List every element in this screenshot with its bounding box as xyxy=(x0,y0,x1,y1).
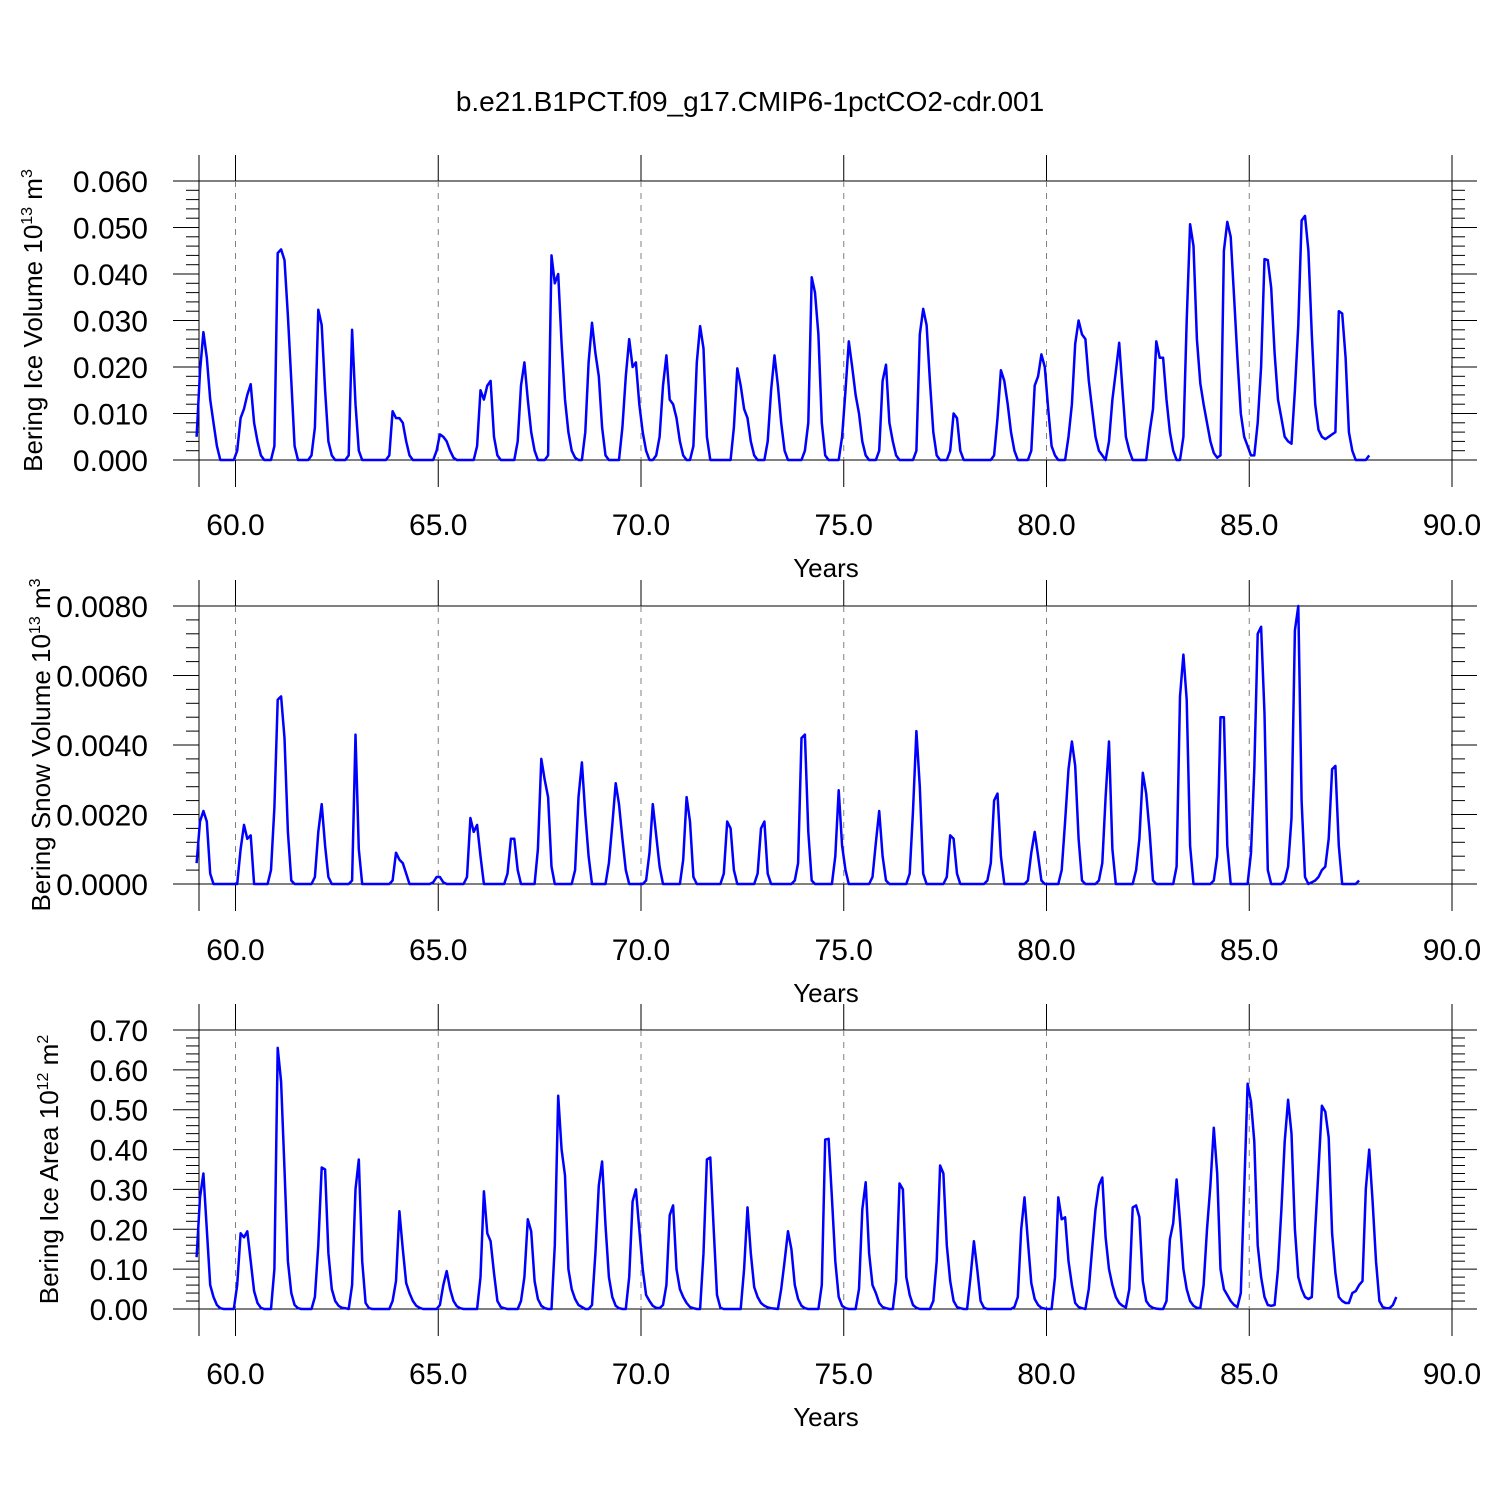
panel-1-x-tick-label: 85.0 xyxy=(1220,509,1278,542)
panel-3-y-tick-label: 0.00 xyxy=(90,1294,148,1327)
panel-2-y-tick-label: 0.0000 xyxy=(56,869,148,902)
panel-1-x-tick-label: 90.0 xyxy=(1423,509,1481,542)
panel-1-y-tick-label: 0.030 xyxy=(73,306,148,339)
panel-1-y-tick-label: 0.010 xyxy=(73,399,148,432)
panel-1-x-tick-label: 80.0 xyxy=(1017,509,1075,542)
panel-2-x-tick-label: 75.0 xyxy=(815,934,873,967)
panel-3-x-tick-label: 70.0 xyxy=(612,1358,670,1391)
panel-3-y-tick-label: 0.40 xyxy=(90,1135,148,1168)
figure-title: b.e21.B1PCT.f09_g17.CMIP6-1pctCO2-cdr.00… xyxy=(455,86,1045,117)
panel-3-y-tick-label: 0.60 xyxy=(90,1055,148,1088)
panel-1-x-tick-label: 70.0 xyxy=(612,509,670,542)
panel-3-y-axis-title: Bering Ice Area 1012 m2 xyxy=(34,1035,64,1305)
panel-2-y-tick-label: 0.0040 xyxy=(56,730,148,763)
panel-3-x-tick-label: 65.0 xyxy=(409,1358,467,1391)
panel-3-series-line xyxy=(195,1046,1398,1311)
panel-3-x-tick-label: 60.0 xyxy=(206,1358,264,1391)
panel-1-x-tick-label: 75.0 xyxy=(815,509,873,542)
panel-3-y-tick-label: 0.70 xyxy=(90,1015,148,1048)
panel-2-series-line xyxy=(195,604,1360,886)
panel-1-y-tick-label: 0.060 xyxy=(73,166,148,199)
panel-3-x-tick-label: 75.0 xyxy=(815,1358,873,1391)
panel-1-x-tick-label: 60.0 xyxy=(206,509,264,542)
panel-3-x-axis-title: Years xyxy=(793,1402,859,1432)
panel-1-y-tick-label: 0.050 xyxy=(73,213,148,246)
panel-2-x-tick-label: 85.0 xyxy=(1220,934,1278,967)
panel-2-y-tick-label: 0.0060 xyxy=(56,661,148,694)
panel-2-x-tick-label: 65.0 xyxy=(409,934,467,967)
panel-2-x-axis-title: Years xyxy=(793,978,859,1008)
panel-2-y-axis-title: Bering Snow Volume 1013 m3 xyxy=(26,578,56,911)
panel-2-x-tick-label: 80.0 xyxy=(1017,934,1075,967)
panel-3-x-tick-label: 90.0 xyxy=(1423,1358,1481,1391)
panel-1-y-tick-label: 0.000 xyxy=(73,445,148,478)
panel-1-x-axis-title: Years xyxy=(793,553,859,583)
panel-1-x-tick-label: 65.0 xyxy=(409,509,467,542)
panel-1-series-line xyxy=(195,214,1371,462)
panel-3-y-tick-label: 0.10 xyxy=(90,1254,148,1287)
panel-1-y-tick-label: 0.040 xyxy=(73,259,148,292)
panel-3-y-tick-label: 0.30 xyxy=(90,1174,148,1207)
panel-2-x-tick-label: 60.0 xyxy=(206,934,264,967)
panel-1-y-axis-title: Bering Ice Volume 1013 m3 xyxy=(18,169,48,472)
panel-2-x-tick-label: 70.0 xyxy=(612,934,670,967)
panel-3-y-tick-label: 0.50 xyxy=(90,1095,148,1128)
panel-3-x-tick-label: 80.0 xyxy=(1017,1358,1075,1391)
panel-2-y-tick-label: 0.0080 xyxy=(56,591,148,624)
panel-1-y-tick-label: 0.020 xyxy=(73,352,148,385)
panel-2-x-tick-label: 90.0 xyxy=(1423,934,1481,967)
panel-3-x-tick-label: 85.0 xyxy=(1220,1358,1278,1391)
panel-2-y-tick-label: 0.0020 xyxy=(56,800,148,833)
panel-3-y-tick-label: 0.20 xyxy=(90,1214,148,1247)
